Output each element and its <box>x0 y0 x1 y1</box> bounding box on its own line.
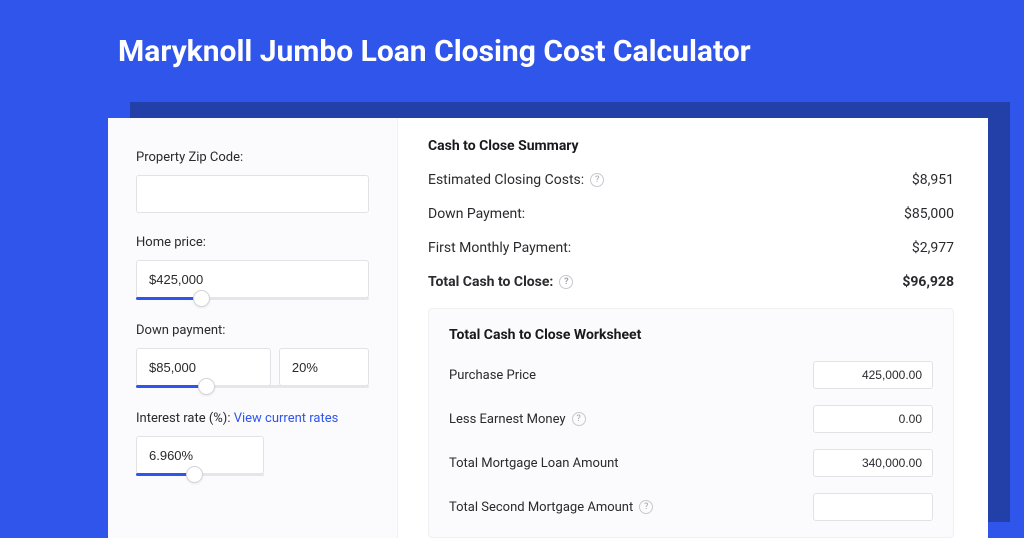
worksheet-row: Purchase Price <box>449 361 933 389</box>
calculator-card: Property Zip Code: Home price: Down paym… <box>108 118 988 538</box>
summary-row: Estimated Closing Costs: ? $8,951 <box>428 172 954 188</box>
zip-label: Property Zip Code: <box>136 150 369 165</box>
view-rates-link[interactable]: View current rates <box>234 411 339 426</box>
slider-thumb[interactable] <box>186 466 203 483</box>
home-price-label: Home price: <box>136 235 369 250</box>
worksheet-row: Total Mortgage Loan Amount <box>449 449 933 477</box>
summary-row-label: Estimated Closing Costs: <box>428 172 584 188</box>
down-payment-pct-input[interactable] <box>279 348 369 386</box>
summary-title: Cash to Close Summary <box>428 138 954 154</box>
page-title: Maryknoll Jumbo Loan Closing Cost Calcul… <box>0 0 1024 91</box>
interest-field-group: Interest rate (%): View current rates <box>136 411 369 477</box>
help-icon[interactable]: ? <box>572 412 586 426</box>
worksheet-title: Total Cash to Close Worksheet <box>449 327 933 343</box>
summary-row-value: $2,977 <box>912 240 954 256</box>
summary-row-label: First Monthly Payment: <box>428 240 571 256</box>
summary-row-value: $8,951 <box>912 172 954 188</box>
home-price-slider[interactable] <box>136 297 369 301</box>
worksheet-row-input[interactable] <box>813 493 933 521</box>
interest-label: Interest rate (%): View current rates <box>136 411 369 426</box>
inputs-panel: Property Zip Code: Home price: Down paym… <box>108 118 398 538</box>
interest-label-text: Interest rate (%): <box>136 411 234 426</box>
slider-thumb[interactable] <box>193 290 210 307</box>
summary-row-label: Down Payment: <box>428 206 525 222</box>
worksheet-row-input[interactable] <box>813 405 933 433</box>
summary-row: First Monthly Payment: $2,977 <box>428 240 954 256</box>
results-panel: Cash to Close Summary Estimated Closing … <box>398 118 988 538</box>
summary-total-label: Total Cash to Close: <box>428 274 553 290</box>
help-icon[interactable]: ? <box>590 173 604 187</box>
help-icon[interactable]: ? <box>559 275 573 289</box>
worksheet-row-label: Total Second Mortgage Amount <box>449 500 633 515</box>
home-price-input[interactable] <box>136 260 369 298</box>
zip-input[interactable] <box>136 175 369 213</box>
worksheet-row-label: Purchase Price <box>449 368 536 383</box>
summary-total-value: $96,928 <box>902 274 954 290</box>
zip-field-group: Property Zip Code: <box>136 150 369 213</box>
summary-row: Down Payment: $85,000 <box>428 206 954 222</box>
summary-row-value: $85,000 <box>904 206 954 222</box>
down-payment-label: Down payment: <box>136 323 369 338</box>
worksheet-row-input[interactable] <box>813 361 933 389</box>
interest-slider[interactable] <box>136 473 264 477</box>
worksheet-row: Total Second Mortgage Amount ? <box>449 493 933 521</box>
slider-thumb[interactable] <box>198 378 215 395</box>
worksheet-row-label: Total Mortgage Loan Amount <box>449 456 619 471</box>
down-payment-slider[interactable] <box>136 385 369 389</box>
worksheet-row: Less Earnest Money ? <box>449 405 933 433</box>
slider-fill <box>136 385 206 388</box>
worksheet-panel: Total Cash to Close Worksheet Purchase P… <box>428 308 954 538</box>
worksheet-row-input[interactable] <box>813 449 933 477</box>
worksheet-row-label: Less Earnest Money <box>449 412 566 427</box>
down-payment-field-group: Down payment: <box>136 323 369 389</box>
slider-fill <box>136 297 201 300</box>
home-price-field-group: Home price: <box>136 235 369 301</box>
summary-total-row: Total Cash to Close: ? $96,928 <box>428 274 954 290</box>
